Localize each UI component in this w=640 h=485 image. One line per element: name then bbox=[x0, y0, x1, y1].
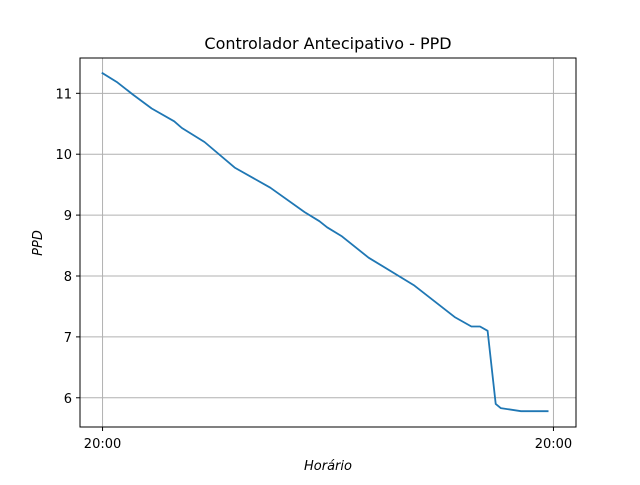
axes-frame bbox=[79, 57, 577, 428]
y-tick-label: 11 bbox=[55, 87, 72, 102]
y-tick-label: 8 bbox=[64, 270, 72, 285]
y-tick-label: 10 bbox=[55, 148, 72, 163]
x-tick-label: 20:00 bbox=[535, 437, 572, 452]
series-line-ppd bbox=[101, 71, 549, 413]
series-layer bbox=[101, 71, 549, 413]
y-tick-label: 7 bbox=[64, 331, 72, 346]
chart-title: Controlador Antecipativo - PPD bbox=[204, 34, 451, 53]
y-axis-label: PPD bbox=[31, 230, 46, 256]
y-tick-label: 9 bbox=[64, 209, 72, 224]
x-axis-label: Horário bbox=[304, 459, 352, 474]
y-tick-label: 6 bbox=[64, 392, 72, 407]
grid-layer bbox=[80, 58, 576, 427]
x-tick-label: 20:00 bbox=[84, 437, 121, 452]
ticks-layer: 6 7 8 9 10 11 20:00 20:00 bbox=[55, 87, 572, 452]
